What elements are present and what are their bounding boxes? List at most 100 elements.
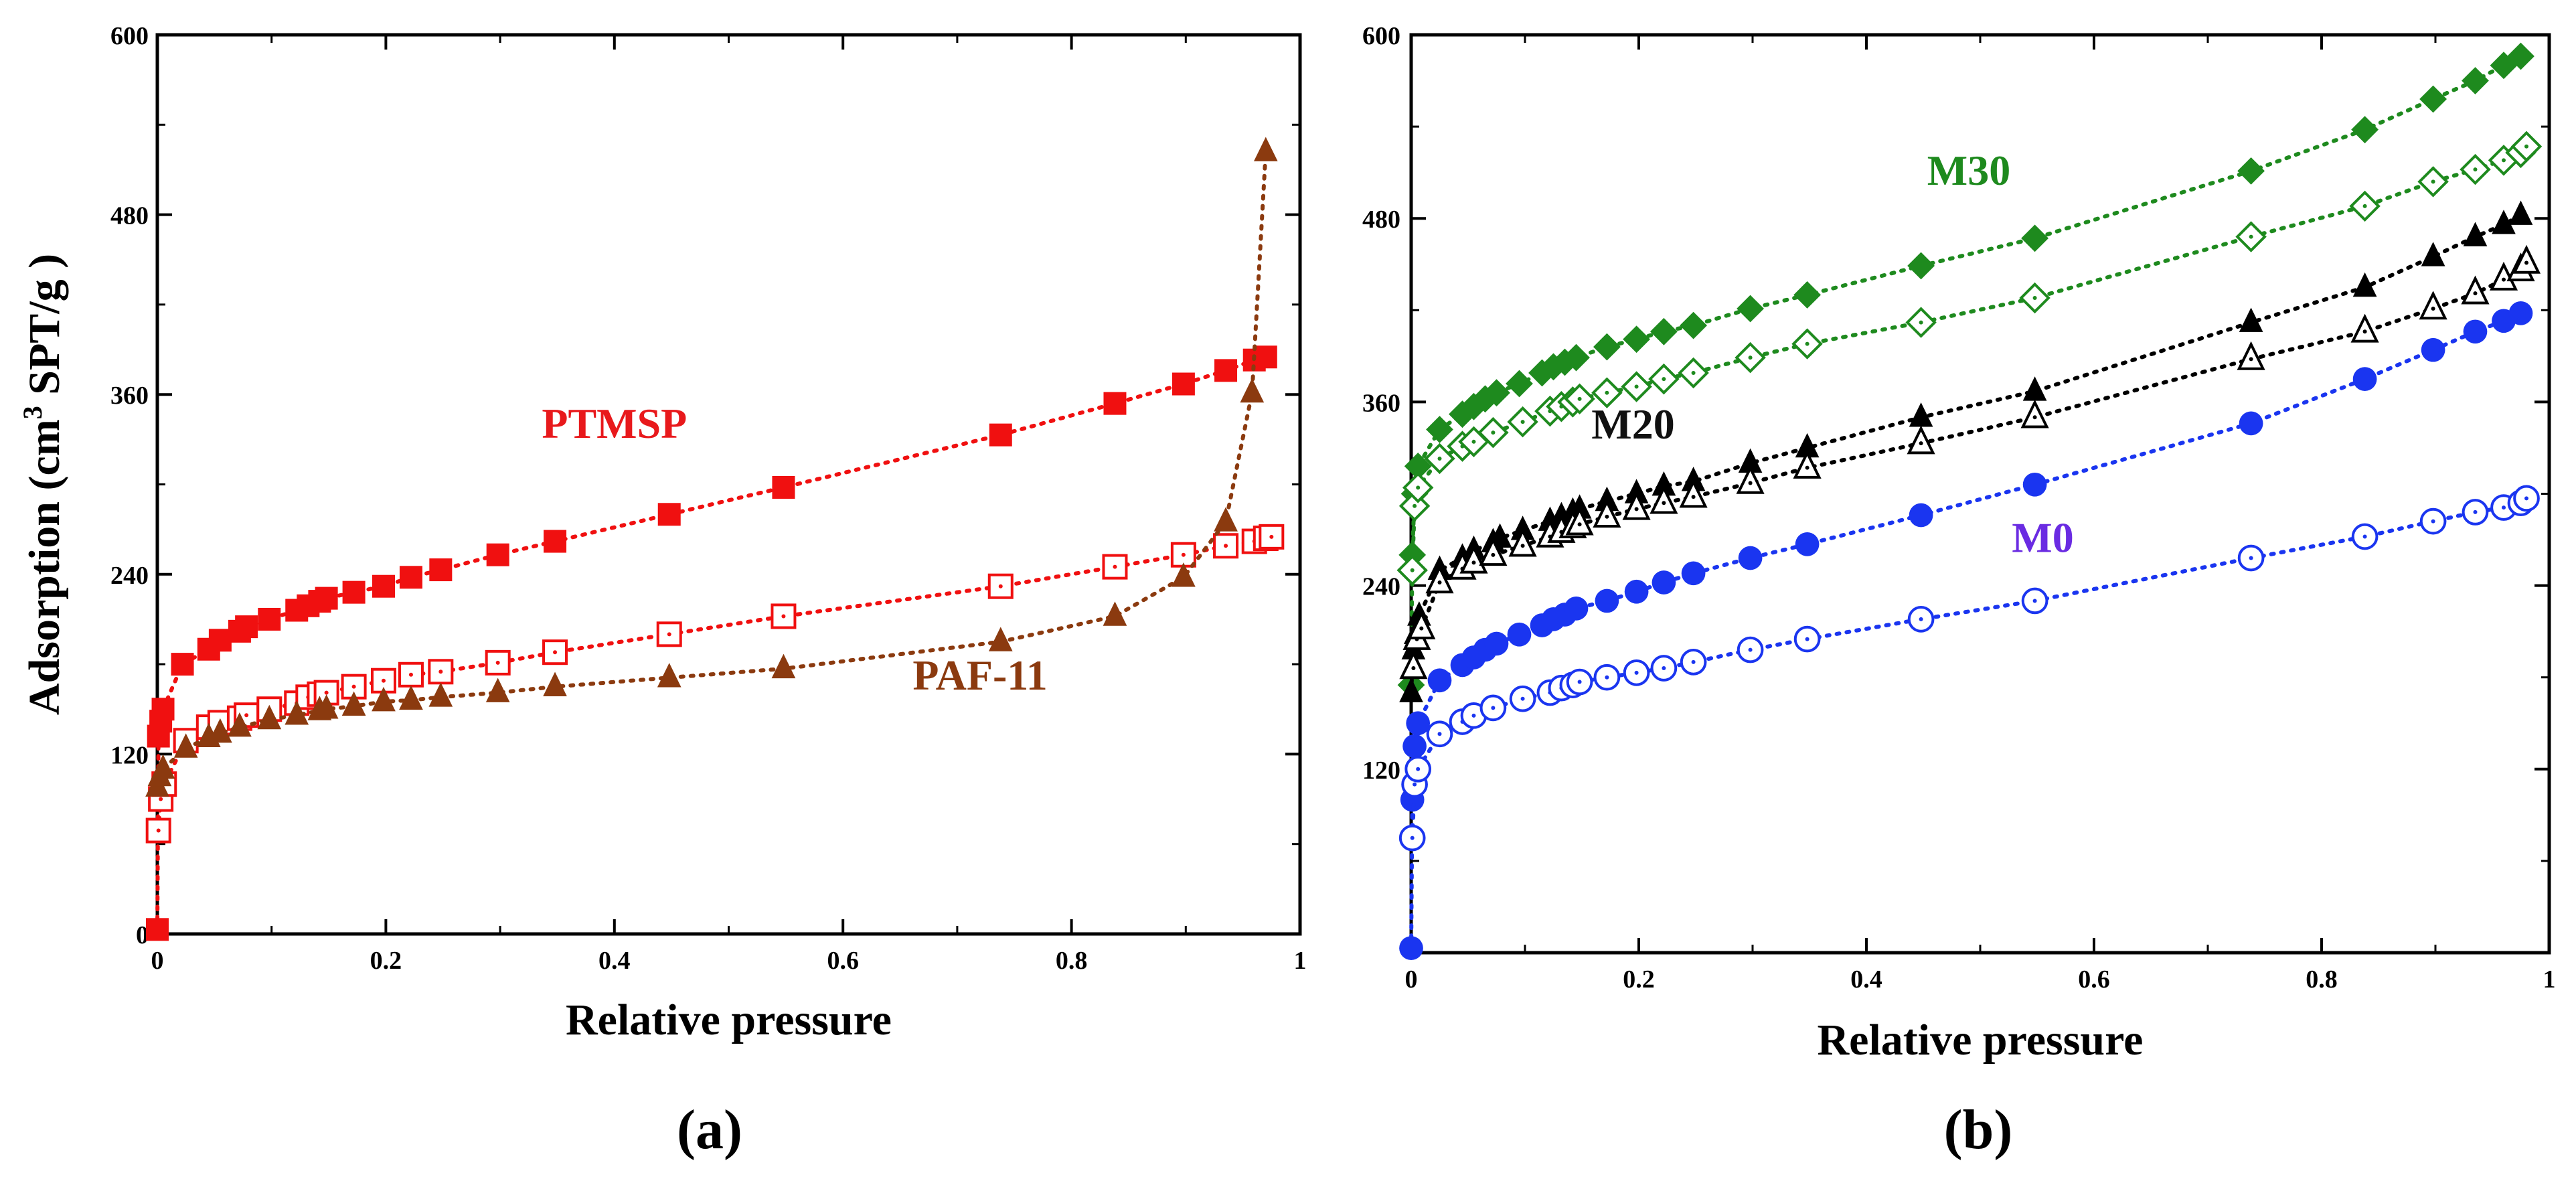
data-point-center — [324, 690, 329, 695]
data-point-center — [2524, 260, 2528, 265]
data-point-center — [1410, 836, 1415, 840]
x-tick-label: 0.6 — [2078, 965, 2110, 994]
data-point — [235, 615, 258, 639]
x-tick-label: 0.8 — [1056, 947, 1088, 975]
series-label: PTMSP — [542, 400, 687, 447]
data-point — [1103, 601, 1127, 626]
y-tick-label: 120 — [1362, 757, 1400, 785]
series-square-open-1 — [145, 524, 1285, 844]
data-point-center — [2362, 204, 2367, 208]
data-point — [771, 653, 796, 679]
x-tick-label: 0.8 — [2306, 965, 2338, 994]
data-point-center — [781, 614, 786, 619]
data-point — [1427, 668, 1452, 693]
data-point-center — [2249, 357, 2253, 362]
data-point — [428, 682, 453, 707]
x-tick-label: 0 — [1405, 965, 1418, 994]
y-tick-label: 120 — [110, 741, 149, 769]
data-point — [1103, 392, 1127, 415]
data-point — [171, 653, 194, 676]
data-point — [2022, 472, 2047, 497]
data-point-center — [1471, 439, 1476, 444]
x-tick-label: 0.4 — [598, 947, 631, 975]
data-point — [1459, 544, 1488, 574]
data-point — [486, 543, 509, 566]
data-point-center — [1181, 552, 1186, 557]
data-point — [2350, 313, 2379, 343]
data-point-center — [2032, 296, 2037, 301]
data-point — [2237, 341, 2265, 370]
panel-label: (a) — [677, 1099, 742, 1161]
data-point — [1649, 485, 1678, 514]
data-point-center — [1416, 485, 1421, 490]
data-point-center — [2473, 509, 2478, 514]
data-point — [1404, 452, 1432, 480]
data-point — [1595, 588, 1619, 613]
y-axis-label-main: Adsorption (cm — [20, 419, 69, 715]
data-point — [314, 694, 339, 719]
data-point-center — [2431, 179, 2435, 184]
data-point-center — [1805, 465, 1809, 470]
data-point — [2021, 224, 2048, 252]
data-point — [2351, 116, 2379, 144]
data-point-center — [2473, 167, 2478, 172]
data-point — [1652, 570, 1676, 595]
series-line — [1409, 54, 2523, 688]
plot-frame — [155, 33, 1302, 936]
data-point — [228, 712, 252, 737]
data-point-center — [1634, 384, 1639, 389]
x-axis-label: Relative pressure — [1818, 1016, 2144, 1065]
data-point-center — [1748, 647, 1753, 652]
data-point — [1172, 562, 1196, 587]
data-point-center — [1748, 481, 1753, 485]
data-point — [1907, 425, 1935, 455]
data-point — [372, 686, 396, 712]
data-point — [1425, 564, 1454, 594]
data-point — [989, 423, 1012, 447]
data-point — [151, 754, 175, 779]
data-point-center — [1437, 732, 1442, 736]
data-point — [1624, 579, 1649, 604]
series-label: M30 — [1927, 147, 2010, 194]
data-point-center — [1411, 665, 1416, 670]
data-point — [1650, 317, 1678, 345]
data-point — [151, 698, 175, 721]
data-point — [2419, 85, 2447, 113]
data-point-center — [1662, 501, 1666, 505]
data-point — [2512, 244, 2541, 274]
data-point — [1738, 546, 1763, 570]
data-point-center — [1419, 626, 1424, 631]
data-point — [429, 558, 453, 582]
data-point — [1240, 378, 1265, 403]
data-point — [2419, 291, 2447, 320]
series-circle-filled-4 — [1399, 301, 2533, 960]
data-point — [1214, 359, 1238, 382]
y-tick-label: 480 — [110, 202, 149, 230]
data-point-center — [1520, 544, 1525, 548]
series-circle-open-5 — [1398, 485, 2540, 852]
data-point-center — [244, 713, 249, 718]
data-point-center — [2524, 496, 2528, 501]
data-point-center — [1224, 544, 1228, 548]
data-point-center — [495, 660, 500, 665]
data-point — [2022, 376, 2047, 401]
data-point-center — [1662, 377, 1666, 382]
data-point — [1399, 678, 1423, 702]
data-point — [2492, 210, 2516, 234]
data-point-center — [1577, 680, 1582, 684]
data-point — [1506, 370, 1533, 398]
data-point-center — [2473, 291, 2478, 296]
data-point — [173, 733, 198, 758]
data-point — [1736, 465, 1765, 494]
data-point — [208, 718, 232, 743]
data-point — [1593, 333, 1621, 361]
data-point — [1483, 379, 1510, 407]
data-point-center — [2431, 307, 2435, 311]
data-point-center — [1577, 396, 1582, 401]
data-point — [1407, 610, 1436, 639]
data-point-center — [1605, 390, 1609, 395]
data-point-center — [1471, 713, 1476, 718]
data-point-center — [1919, 441, 1923, 446]
data-point-center — [2032, 415, 2037, 420]
